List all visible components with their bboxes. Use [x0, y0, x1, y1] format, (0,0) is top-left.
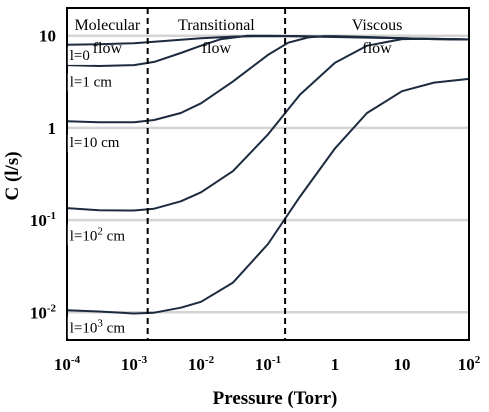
x-tick-label-0: 10-4 — [54, 354, 81, 374]
x-axis-title: Pressure (Torr) — [213, 388, 338, 409]
x-tick-label-3: 10-1 — [255, 354, 281, 374]
regime-boundaries — [146, 8, 287, 340]
curve-label-bg-2 — [67, 134, 122, 153]
y-tick-label-3: 10 — [39, 27, 56, 46]
curve-label-bg-0 — [67, 46, 92, 65]
region-label-1-line2: flow — [202, 40, 232, 57]
curve-label-2: l=10 cm — [70, 135, 120, 151]
x-tick-label-1: 10-3 — [121, 354, 148, 374]
series-line-1 — [66, 34, 470, 67]
curve-labels: l=0 l=1 cm l=10 cm l=102 cm l=103 cm — [67, 46, 128, 338]
tick-labels: 10-4 10-3 10-2 10-1 1 10 102 10-2 10-1 1 10 — [30, 27, 481, 374]
y-tick-label-1: 10-1 — [30, 210, 56, 230]
curve-label-0: l=0 — [70, 48, 90, 64]
plot-frame — [66, 7, 470, 341]
y-tick-label-2: 1 — [48, 119, 57, 138]
region-labels: Molecular flow Transitional flow Viscous flow — [74, 17, 402, 57]
curve-label-bg-1 — [67, 73, 115, 92]
x-tick-label-6: 102 — [458, 354, 481, 374]
curves — [66, 34, 470, 315]
y-tick-label-0: 10-2 — [30, 302, 57, 322]
curve-label-3: l=102 cm — [70, 226, 126, 245]
grid-lines — [67, 34, 469, 314]
curve-label-bg-4 — [67, 316, 128, 338]
region-label-2-line2: flow — [362, 40, 392, 57]
series-line-4 — [66, 77, 470, 315]
region-label-0-line1: Molecular — [74, 17, 140, 34]
series-line-3 — [66, 37, 470, 212]
curve-label-bg-3 — [67, 224, 128, 246]
x-tick-label-4: 1 — [331, 355, 340, 374]
region-label-1-line1: Transitional — [178, 17, 255, 34]
x-tick-label-5: 10 — [394, 355, 411, 374]
y-axis-title: C (l/s) — [2, 151, 23, 200]
curve-label-4: l=103 cm — [70, 318, 126, 337]
region-label-2-line1: Viscous — [352, 17, 403, 34]
region-label-0-line2: flow — [93, 40, 123, 57]
x-tick-label-2: 10-2 — [188, 354, 215, 374]
series-line-2 — [66, 35, 470, 124]
curve-label-1: l=1 cm — [70, 74, 113, 90]
